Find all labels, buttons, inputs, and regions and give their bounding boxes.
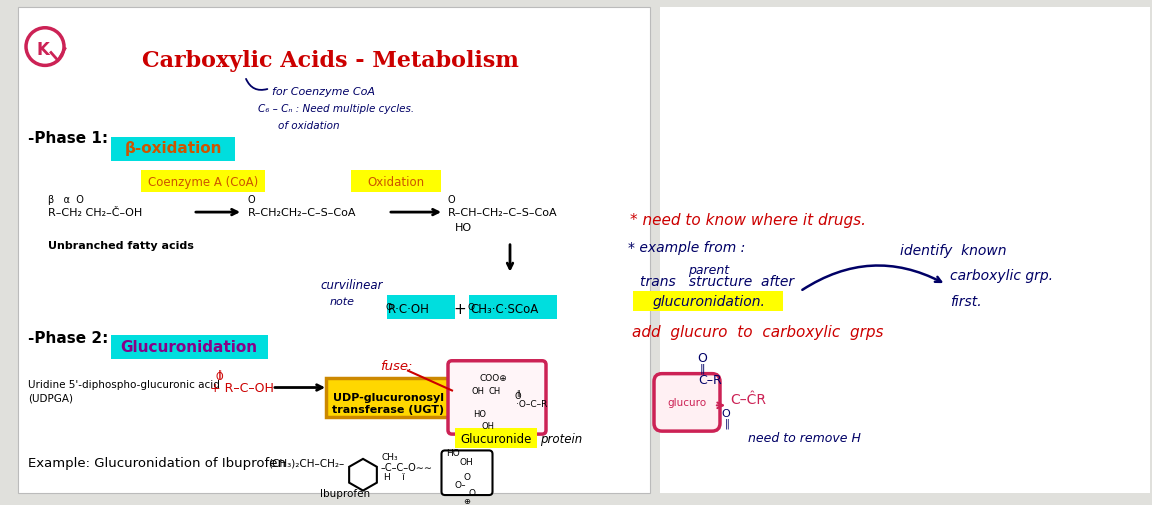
Text: trans   structure  after: trans structure after [641,275,794,289]
Text: COO⊕: COO⊕ [479,373,507,382]
Text: fuse:: fuse: [380,360,412,373]
Text: + R–C–OH: + R–C–OH [210,381,274,394]
FancyBboxPatch shape [387,296,455,320]
Text: –C–C–O∼∼: –C–C–O∼∼ [381,462,433,472]
FancyBboxPatch shape [18,8,650,492]
Text: -Phase 1:: -Phase 1: [28,131,108,146]
Text: * example from :: * example from : [628,240,745,255]
Text: carboxylic grp.: carboxylic grp. [950,268,1053,282]
Text: K: K [37,40,50,59]
Text: note: note [329,297,355,307]
FancyBboxPatch shape [351,171,441,193]
Text: * need to know where it drugs.: * need to know where it drugs. [630,212,866,227]
FancyBboxPatch shape [111,137,235,161]
Text: of oxidation: of oxidation [278,121,340,131]
Text: C₆ – Cₙ : Need multiple cycles.: C₆ – Cₙ : Need multiple cycles. [258,104,414,114]
Text: R–CH–CH₂–C–S–CoA: R–CH–CH₂–C–S–CoA [448,208,558,218]
Text: O: O [515,391,522,400]
Text: HO: HO [455,223,472,232]
Text: O: O [468,302,475,311]
Text: glucuronidation.: glucuronidation. [652,295,765,309]
Text: curvilinear: curvilinear [320,278,382,291]
Text: first.: first. [950,295,982,309]
Text: C–R: C–R [698,373,722,386]
Text: HO: HO [473,409,486,418]
Text: (UDPGA): (UDPGA) [28,393,73,402]
Text: Glucuronide: Glucuronide [461,432,532,445]
Text: O: O [721,409,730,419]
Text: OH: OH [460,458,473,467]
Text: CH: CH [488,386,501,395]
FancyBboxPatch shape [632,292,783,312]
Text: Coenzyme A (CoA): Coenzyme A (CoA) [147,176,258,188]
FancyBboxPatch shape [455,428,537,448]
Text: H    ǐ: H ǐ [384,472,404,481]
Text: glucuro: glucuro [667,397,706,408]
Text: need to remove H: need to remove H [748,431,861,444]
Text: Uridine 5'-diphospho-glucuronic acid: Uridine 5'-diphospho-glucuronic acid [28,379,220,389]
FancyBboxPatch shape [469,296,558,320]
FancyBboxPatch shape [111,335,268,359]
FancyBboxPatch shape [326,378,450,418]
Text: R–CH₂CH₂–C–S–CoA: R–CH₂CH₂–C–S–CoA [248,208,356,218]
Text: Ibuprofen: Ibuprofen [320,488,370,497]
Text: Carboxylic Acids - Metabolism: Carboxylic Acids - Metabolism [142,50,518,72]
Text: O: O [248,195,256,205]
Text: O: O [697,351,707,365]
Text: CH₃·C·SCoA: CH₃·C·SCoA [470,302,538,315]
Text: R·C·OH: R·C·OH [388,302,430,315]
Text: ‖: ‖ [699,363,705,373]
Text: add  glucuro  to  carboxylic  grps: add glucuro to carboxylic grps [632,324,884,339]
FancyBboxPatch shape [441,450,493,495]
FancyBboxPatch shape [448,361,546,434]
Text: Oxidation: Oxidation [367,176,425,188]
Text: β-oxidation: β-oxidation [124,141,221,156]
Text: O: O [469,488,476,497]
Text: OH: OH [482,421,494,430]
Text: ⊕: ⊕ [463,496,470,505]
Text: -Phase 2:: -Phase 2: [28,331,108,346]
FancyBboxPatch shape [141,171,265,193]
Text: ‖: ‖ [516,389,520,396]
Text: protein: protein [540,432,582,445]
Text: R–CH₂ CH₂–Č–OH: R–CH₂ CH₂–Č–OH [48,208,142,218]
Text: O: O [217,371,223,381]
Text: C–ĈR: C–ĈR [730,392,766,407]
FancyBboxPatch shape [654,374,720,431]
Text: ·O–C–R: ·O–C–R [516,399,547,408]
Text: ‖: ‖ [725,418,729,429]
Text: β   α  O: β α O [48,195,84,205]
Text: HO: HO [446,448,460,458]
Text: O: O [386,302,393,311]
Text: for Coenzyme CoA: for Coenzyme CoA [272,87,376,97]
Text: Example: Glucuronidation of Ibuprofen: Example: Glucuronidation of Ibuprofen [28,457,286,470]
Text: CH₃: CH₃ [382,452,399,462]
Text: parent: parent [688,264,729,277]
Text: O: O [448,195,456,205]
Text: O–: O– [454,480,465,489]
Text: Unbranched fatty acids: Unbranched fatty acids [48,240,194,250]
Text: Glucuronidation: Glucuronidation [121,340,258,355]
FancyBboxPatch shape [660,8,1150,492]
Text: OH: OH [471,386,485,395]
Text: UDP-glucuronosyl: UDP-glucuronosyl [333,393,444,402]
Text: +: + [454,301,467,316]
Text: identify  known: identify known [900,243,1007,257]
Text: ‖: ‖ [218,369,222,378]
Text: (CH₃)₂CH–CH₂–: (CH₃)₂CH–CH₂– [268,458,344,468]
Text: transferase (UGT): transferase (UGT) [332,405,444,415]
Text: O: O [463,472,470,481]
